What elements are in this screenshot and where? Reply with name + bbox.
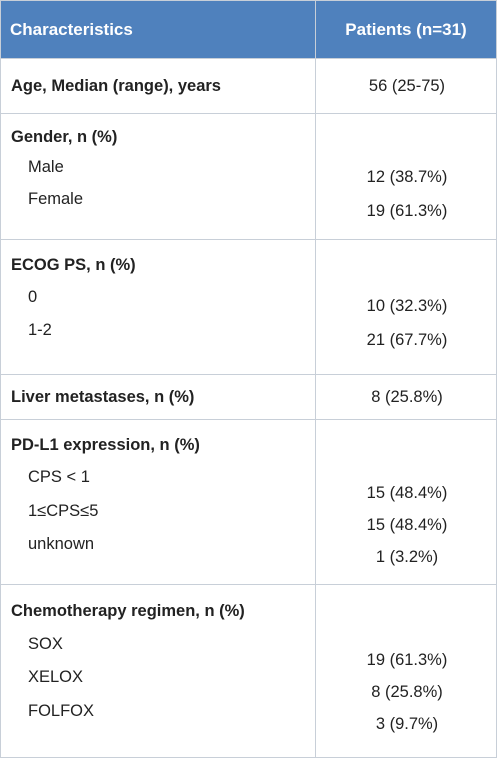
sub-label-ecog-0: 0 [28, 288, 38, 306]
sub-label-female: Female [28, 190, 84, 208]
row-divider [1, 239, 496, 240]
sub-label-folfox: FOLFOX [28, 702, 95, 720]
row-label-gender: Gender, n (%) [11, 128, 118, 146]
header-patients: Patients (n=31) [345, 19, 467, 39]
header-characteristics: Characteristics [10, 19, 133, 39]
sub-label-sox: SOX [28, 635, 63, 653]
value-cps-lt-1: 15 (48.4%) [366, 484, 448, 502]
sub-label-unknown: unknown [28, 535, 95, 553]
row-label-ecog: ECOG PS, n (%) [11, 256, 136, 274]
row-value-liver: 8 (25.8%) [371, 388, 443, 406]
sub-label-cps-lt-1: CPS < 1 [28, 468, 90, 486]
value-female: 19 (61.3%) [366, 202, 448, 220]
row-label-liver: Liver metastases, n (%) [11, 388, 195, 406]
value-male: 12 (38.7%) [366, 168, 448, 186]
row-value-age: 56 (25-75) [368, 77, 446, 95]
row-divider [1, 584, 496, 585]
sub-label-ecog-1-2: 1-2 [28, 321, 52, 339]
value-sox: 19 (61.3%) [366, 651, 448, 669]
column-divider [315, 1, 316, 757]
row-label-chemo: Chemotherapy regimen, n (%) [11, 602, 245, 620]
row-divider [1, 419, 496, 420]
row-divider [1, 113, 496, 114]
value-ecog-1-2: 21 (67.7%) [366, 331, 448, 349]
value-cps-1-5: 15 (48.4%) [366, 516, 448, 534]
row-divider [1, 374, 496, 375]
value-xelox: 8 (25.8%) [371, 683, 443, 701]
row-label-age: Age, Median (range), years [11, 77, 221, 95]
row-divider [1, 58, 496, 59]
value-ecog-0: 10 (32.3%) [366, 297, 448, 315]
value-unknown: 1 (3.2%) [375, 548, 439, 566]
value-folfox: 3 (9.7%) [375, 715, 439, 733]
sub-label-cps-1-5: 1≤CPS≤5 [28, 502, 99, 520]
row-label-pdl1: PD-L1 expression, n (%) [11, 436, 200, 454]
table-header: Characteristics Patients (n=31) [1, 1, 496, 58]
sub-label-xelox: XELOX [28, 668, 84, 686]
sub-label-male: Male [28, 158, 64, 176]
